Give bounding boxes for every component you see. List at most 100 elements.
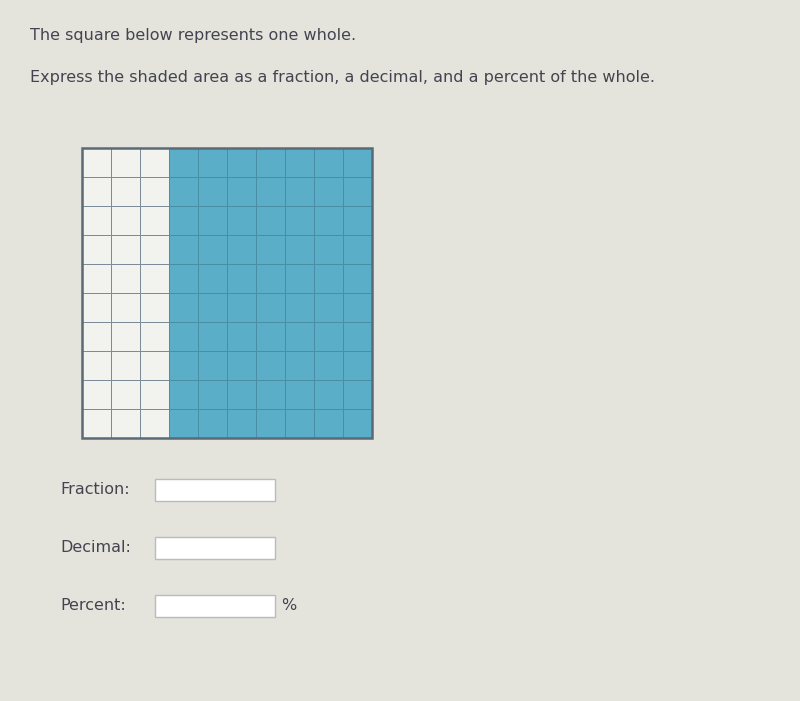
Bar (82, 206, 111, 235)
Bar (155, 479, 275, 501)
Bar (256, 351, 285, 380)
Bar (343, 351, 372, 380)
Bar (111, 177, 140, 206)
Bar (82, 322, 111, 351)
Bar (256, 380, 285, 409)
Bar (227, 177, 256, 206)
Bar (314, 206, 343, 235)
Bar (140, 235, 169, 264)
Bar (256, 148, 285, 177)
Bar (198, 293, 227, 322)
Bar (198, 235, 227, 264)
Bar (285, 293, 314, 322)
Bar (285, 351, 314, 380)
Bar (314, 235, 343, 264)
Bar (82, 380, 111, 409)
Bar (227, 409, 256, 438)
Bar (256, 293, 285, 322)
Bar (227, 293, 256, 322)
Bar (169, 264, 198, 293)
Bar (111, 264, 140, 293)
Bar (285, 206, 314, 235)
Bar (227, 148, 256, 177)
Bar (256, 177, 285, 206)
Bar (111, 351, 140, 380)
Bar (314, 177, 343, 206)
Text: %: % (281, 599, 296, 613)
Bar (140, 177, 169, 206)
Bar (198, 322, 227, 351)
Bar (314, 148, 343, 177)
Bar (314, 351, 343, 380)
Bar (155, 537, 275, 559)
Bar (198, 148, 227, 177)
Bar (256, 409, 285, 438)
Text: Percent:: Percent: (60, 599, 126, 613)
Bar (169, 380, 198, 409)
Bar (198, 206, 227, 235)
Bar (343, 322, 372, 351)
Bar (343, 409, 372, 438)
Bar (140, 351, 169, 380)
Bar (169, 293, 198, 322)
Bar (169, 206, 198, 235)
Bar (82, 264, 111, 293)
Bar (314, 409, 343, 438)
Bar (227, 322, 256, 351)
Bar (227, 235, 256, 264)
Bar (285, 177, 314, 206)
Bar (140, 148, 169, 177)
Bar (343, 293, 372, 322)
Bar (285, 322, 314, 351)
Bar (343, 177, 372, 206)
Bar (256, 235, 285, 264)
Bar (198, 351, 227, 380)
Bar (256, 322, 285, 351)
Bar (314, 264, 343, 293)
Text: Fraction:: Fraction: (60, 482, 130, 498)
Bar (140, 264, 169, 293)
Bar (82, 148, 111, 177)
Bar (82, 351, 111, 380)
Bar (343, 380, 372, 409)
Bar (169, 409, 198, 438)
Bar (111, 148, 140, 177)
Bar (82, 148, 372, 438)
Bar (169, 351, 198, 380)
Bar (140, 322, 169, 351)
Bar (140, 409, 169, 438)
Bar (198, 409, 227, 438)
Bar (227, 264, 256, 293)
Bar (343, 148, 372, 177)
Bar (82, 293, 111, 322)
Bar (343, 235, 372, 264)
Bar (169, 148, 198, 177)
Bar (314, 322, 343, 351)
Bar (198, 380, 227, 409)
Bar (285, 380, 314, 409)
Bar (155, 595, 275, 617)
Bar (314, 380, 343, 409)
Bar (198, 264, 227, 293)
Bar (285, 235, 314, 264)
Bar (285, 148, 314, 177)
Bar (169, 322, 198, 351)
Bar (111, 409, 140, 438)
Bar (140, 293, 169, 322)
Bar (82, 409, 111, 438)
Text: The square below represents one whole.: The square below represents one whole. (30, 28, 356, 43)
Bar (227, 206, 256, 235)
Bar (285, 264, 314, 293)
Bar (256, 206, 285, 235)
Bar (140, 206, 169, 235)
Bar (343, 264, 372, 293)
Text: Decimal:: Decimal: (60, 540, 131, 555)
Bar (227, 380, 256, 409)
Bar (82, 177, 111, 206)
Bar (169, 235, 198, 264)
Bar (314, 293, 343, 322)
Bar (140, 380, 169, 409)
Bar (256, 264, 285, 293)
Text: Express the shaded area as a fraction, a decimal, and a percent of the whole.: Express the shaded area as a fraction, a… (30, 70, 655, 85)
Bar (198, 177, 227, 206)
